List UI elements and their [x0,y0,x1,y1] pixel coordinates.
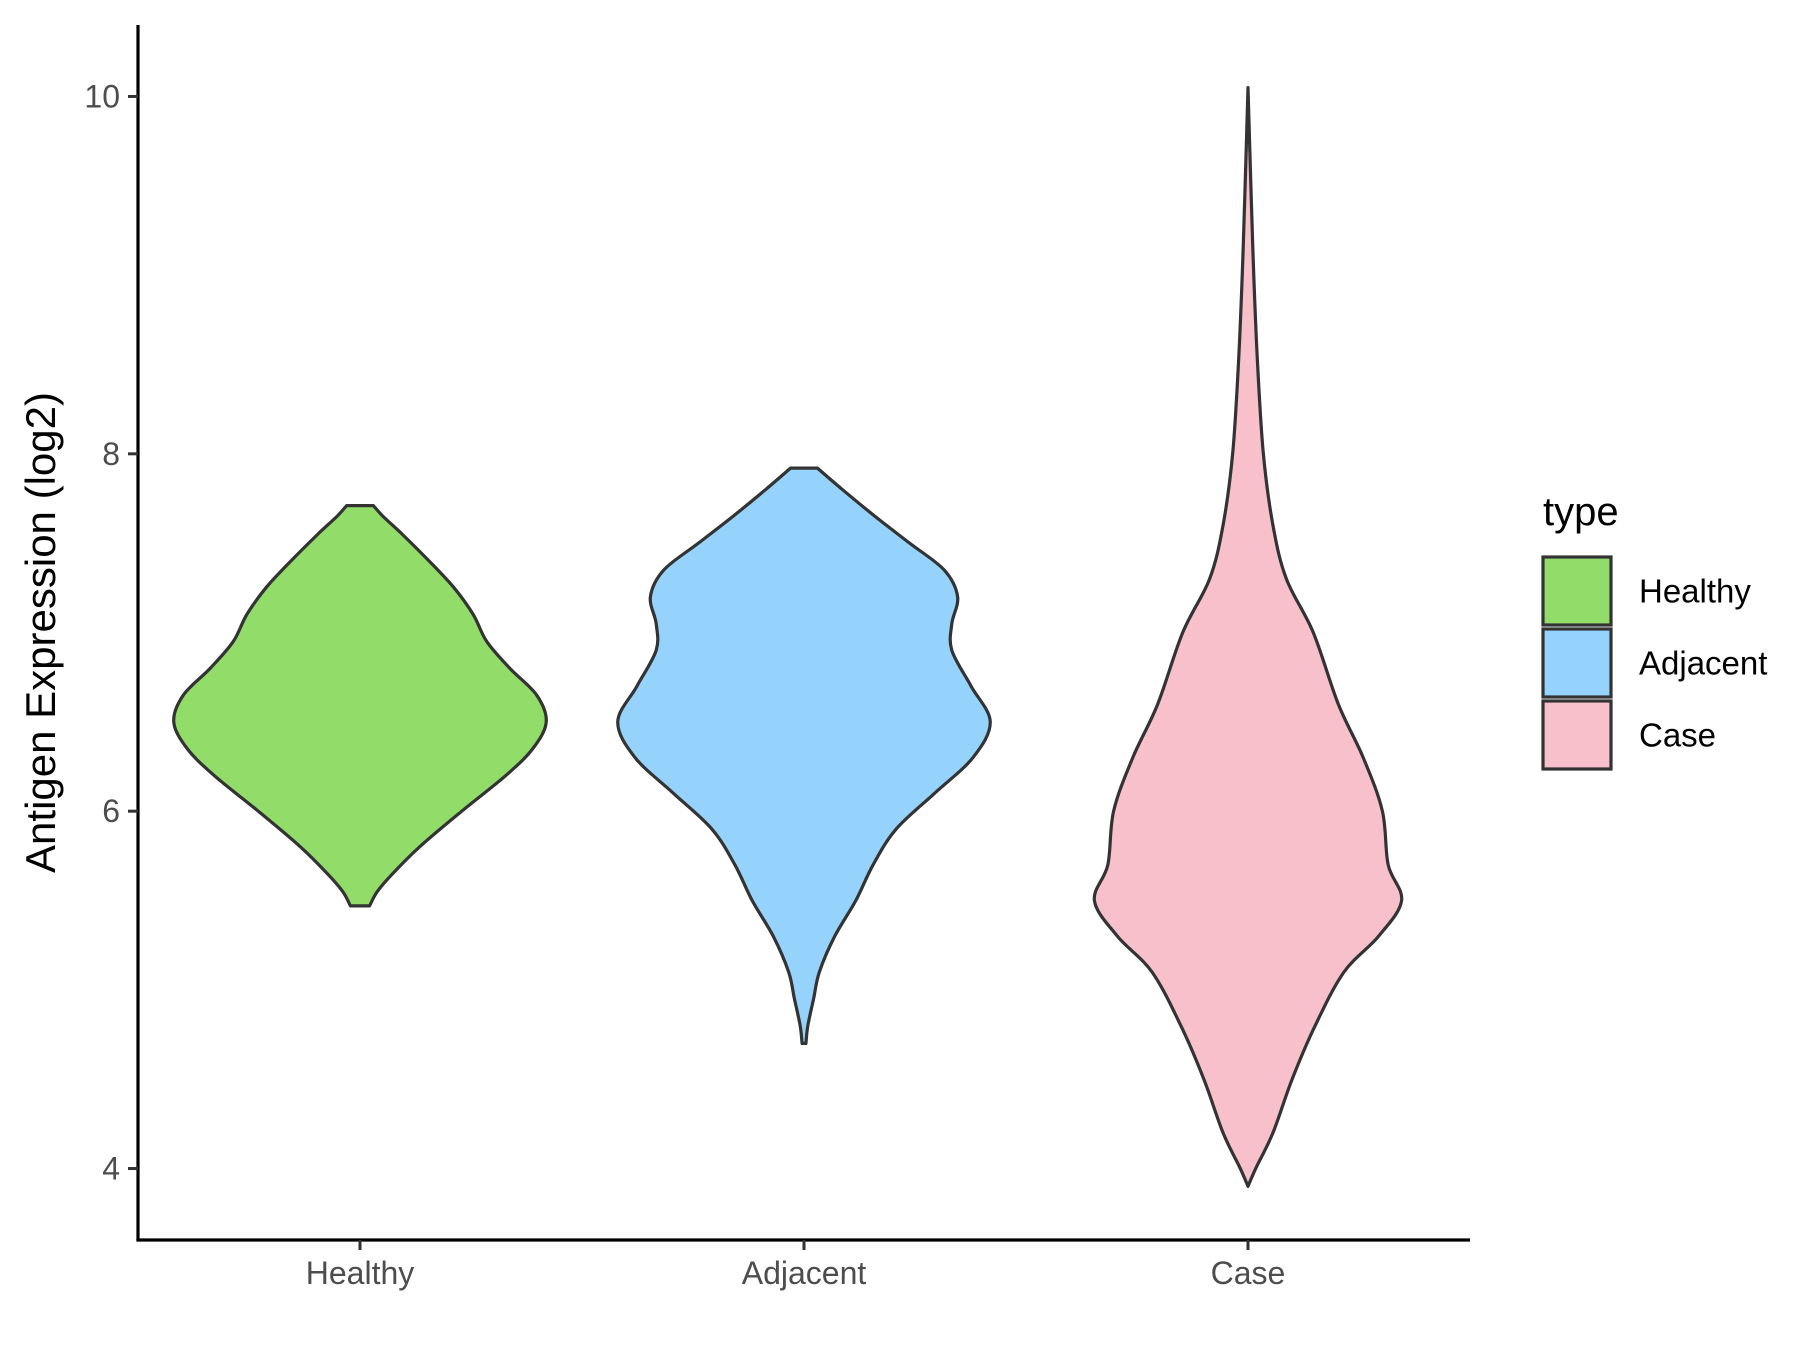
violin-adjacent [616,466,992,1046]
x-tick-label: Case [1211,1255,1286,1291]
legend: type Healthy Adjacent Case [1541,490,1767,771]
legend-label-adjacent: Adjacent [1639,645,1767,682]
x-tick-label: Adjacent [742,1255,867,1291]
legend-label-case: Case [1639,717,1716,754]
violin-case [1092,85,1404,1188]
axes-layer: 4 6 8 10 Healthy Adjacent Case Antigen Expressi… [17,25,1470,1291]
y-tick-label: 10 [84,78,120,114]
y-axis-title: Antigen Expression (log2) [17,392,64,873]
y-tick-label: 4 [102,1151,120,1187]
legend-label-healthy: Healthy [1639,573,1751,610]
y-tick-label: 6 [102,793,120,829]
x-tick-label: Healthy [306,1255,415,1291]
y-tick-label: 8 [102,436,120,472]
violins-layer [172,85,1404,1188]
legend-key-case [1541,699,1613,771]
legend-key-healthy [1541,555,1613,627]
legend-title: type [1543,490,1619,534]
violin-healthy [172,504,548,908]
legend-key-adjacent [1541,627,1613,699]
